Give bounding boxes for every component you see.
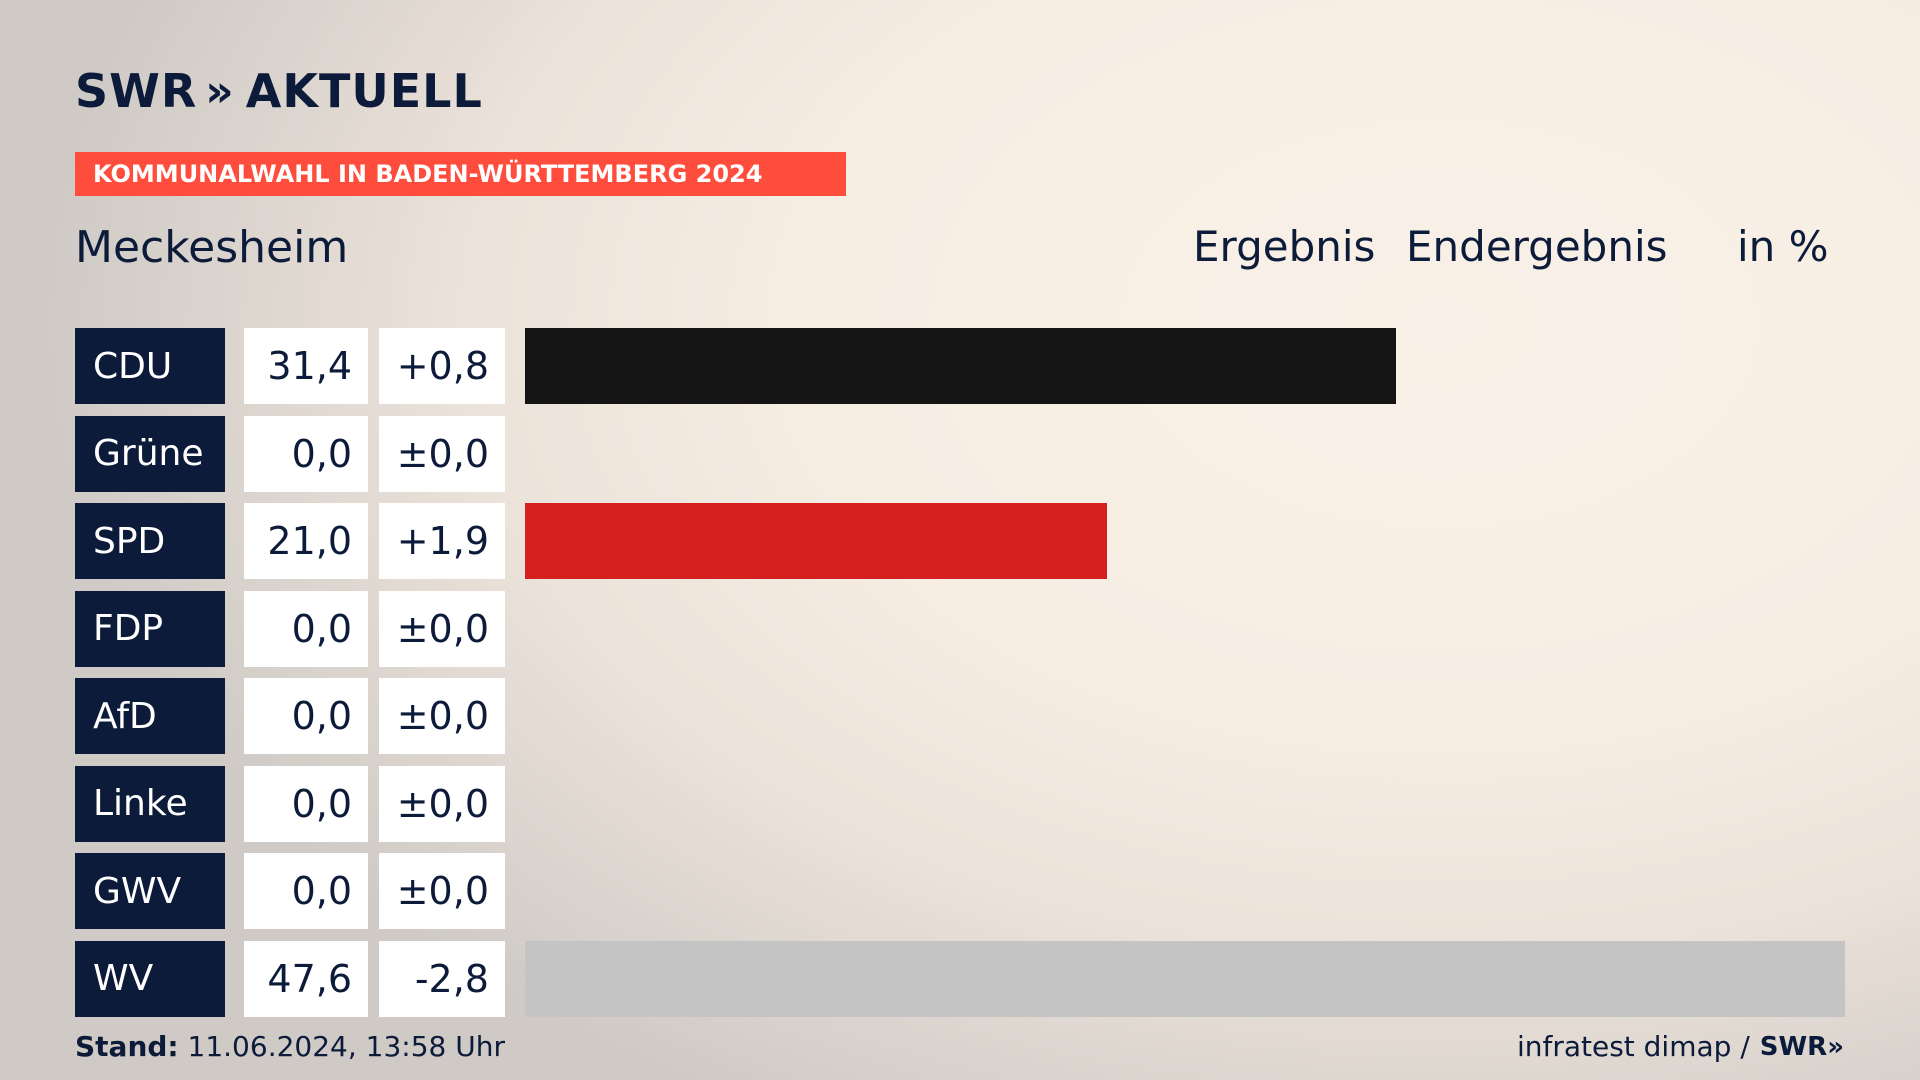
election-banner: KOMMUNALWAHL IN BADEN-WÜRTTEMBERG 2024: [75, 152, 846, 196]
party-row: AfD 0,0 ±0,0: [0, 678, 1920, 754]
party-value: 0,0: [244, 853, 368, 929]
party-label: Grüne: [75, 415, 225, 492]
party-row: CDU 31,4 +0,8: [0, 328, 1920, 404]
timestamp-label: Stand:: [75, 1030, 179, 1063]
party-value: 0,0: [244, 590, 368, 667]
header-result: Ergebnis: [1193, 222, 1376, 271]
timestamp: Stand: 11.06.2024, 13:58 Uhr: [75, 1030, 505, 1063]
party-diff: ±0,0: [379, 765, 505, 842]
place-title: Meckesheim: [75, 222, 349, 273]
party-row: SPD 21,0 +1,9: [0, 503, 1920, 579]
party-value: 0,0: [244, 765, 368, 842]
party-label: GWV: [75, 853, 225, 929]
party-diff: +0,8: [379, 328, 505, 404]
party-label: FDP: [75, 590, 225, 667]
party-diff: -2,8: [379, 940, 505, 1017]
source-text: infratest dimap /: [1516, 1030, 1750, 1063]
source-credit: infratest dimap / SWR»: [1517, 1030, 1844, 1063]
header-unit: in %: [1737, 222, 1829, 271]
timestamp-value: 11.06.2024, 13:58 Uhr: [187, 1030, 505, 1063]
party-diff: +1,9: [379, 503, 505, 579]
party-diff: ±0,0: [379, 678, 505, 754]
party-row: FDP 0,0 ±0,0: [0, 590, 1920, 667]
logo-suffix: AKTUELL: [245, 64, 483, 118]
party-diff: ±0,0: [379, 590, 505, 667]
party-row: WV 47,6 -2,8: [0, 940, 1920, 1017]
party-bar: [525, 328, 1396, 404]
party-value: 47,6: [244, 940, 368, 1017]
party-label: SPD: [75, 503, 225, 579]
party-row: Grüne 0,0 ±0,0: [0, 415, 1920, 492]
party-bar: [525, 503, 1108, 579]
party-value: 0,0: [244, 678, 368, 754]
party-value: 0,0: [244, 415, 368, 492]
party-value: 21,0: [244, 503, 368, 579]
party-row: Linke 0,0 ±0,0: [0, 765, 1920, 842]
party-row: GWV 0,0 ±0,0: [0, 853, 1920, 929]
party-diff: ±0,0: [379, 415, 505, 492]
header-final: Endergebnis: [1406, 222, 1668, 271]
party-value: 31,4: [244, 328, 368, 404]
swr-aktuell-logo: SWR» AKTUELL: [75, 64, 483, 118]
party-label: CDU: [75, 328, 225, 404]
logo-chevron-icon: »: [205, 65, 234, 117]
party-label: WV: [75, 940, 225, 1017]
party-label: Linke: [75, 765, 225, 842]
logo-text: SWR: [75, 64, 198, 118]
party-diff: ±0,0: [379, 853, 505, 929]
party-label: AfD: [75, 678, 225, 754]
source-logo: SWR»: [1759, 1031, 1844, 1062]
party-bar: [525, 940, 1845, 1017]
